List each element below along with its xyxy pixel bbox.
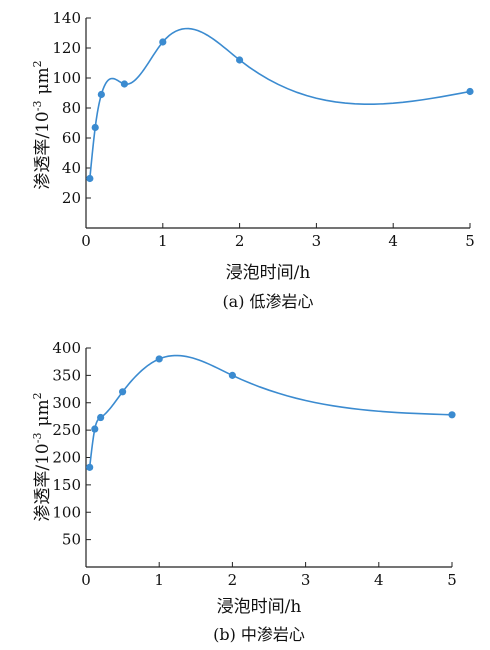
x-tick-label: 3 (301, 571, 311, 589)
data-point (228, 371, 236, 379)
data-point (159, 38, 167, 46)
data-point (97, 90, 105, 99)
chart-panel-a: 0 1 2 3 4 520406080100120140浸泡时间/h渗透率/10-3μm2… (31, 9, 475, 311)
x-tick-label: 0 (81, 571, 91, 589)
y-axis-title-exp: -3 (31, 433, 44, 444)
y-tick-label: 150 (52, 476, 81, 494)
series-line (89, 27, 471, 179)
x-tick-label: 2 (235, 232, 245, 250)
y-axis-title: 渗透率/10-3 μm2 (31, 60, 53, 189)
y-axis-title-unit: μm (33, 67, 53, 94)
data-point (236, 56, 244, 64)
y-tick-label: 50 (62, 531, 81, 549)
data-point (86, 463, 94, 471)
chart-panel-b: 0 1 2 3 4 5 50 100 150 200 250 300 350 400 浸泡时间/h 渗透率/1… (31, 339, 457, 644)
data-point (91, 425, 99, 433)
x-tick-label: 1 (154, 571, 164, 589)
y-tick-label: 100 (52, 503, 81, 521)
y-tick-label: 200 (52, 449, 81, 467)
x-axis-title: 浸泡时间/h (217, 597, 302, 617)
data-point (91, 123, 99, 132)
y-axis-title-unit-exp: 2 (31, 60, 44, 67)
panel-caption: (b) 中渗岩心 (213, 625, 305, 644)
x-axis-title: 浸泡时间/h (226, 263, 311, 283)
y-tick-label: 100 (52, 69, 81, 87)
y-tick-label: 20 (62, 189, 81, 207)
y-tick-label: 140 (52, 9, 81, 27)
y-tick-label: 300 (52, 394, 81, 412)
x-tick-label: 0 (81, 232, 91, 250)
data-point (155, 355, 163, 363)
data-point (120, 80, 128, 88)
x-tick-label: 5 (465, 232, 475, 250)
x-tick-label: 3 (312, 232, 322, 250)
y-tick-label: 40 (62, 159, 81, 177)
series-line (88, 354, 453, 468)
x-tick-label: 2 (228, 571, 238, 589)
panel-caption: (a) 低渗岩心 (222, 292, 313, 311)
data-point (466, 87, 474, 96)
y-tick-label: 350 (52, 366, 81, 384)
data-point (448, 411, 456, 419)
data-point (119, 388, 127, 396)
y-axis-title: 渗透率/10-3 μm2 (31, 392, 53, 521)
x-tick-label: 4 (388, 232, 398, 250)
x-tick-label: 1 (158, 232, 168, 250)
data-point (97, 413, 105, 422)
x-tick-label: 5 (447, 571, 457, 589)
y-tick-label: 250 (52, 421, 81, 439)
y-tick-label: 400 (52, 339, 81, 357)
y-axis-title-base: 渗透率/10 (33, 443, 53, 521)
y-tick-label: 80 (62, 99, 81, 117)
y-axis-title-exp: -3 (31, 101, 44, 112)
data-point (86, 174, 94, 183)
y-axis-title-base: 渗透率/10 (33, 111, 53, 189)
y-axis-title-unit: μm (33, 399, 53, 426)
y-tick-label: 120 (52, 39, 81, 57)
x-tick-label: 4 (374, 571, 384, 589)
y-axis-title-unit-exp: 2 (31, 392, 44, 399)
y-tick-label: 60 (62, 129, 81, 147)
